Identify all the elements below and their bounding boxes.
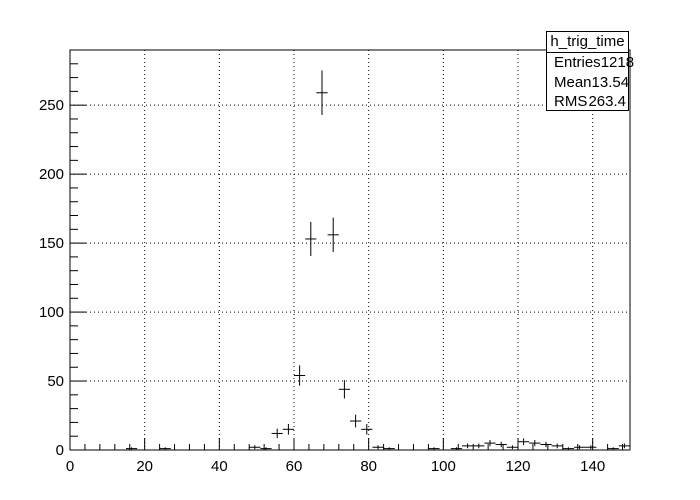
histogram-bin: [518, 438, 530, 446]
grid-lines: [70, 50, 630, 450]
histogram-bin: [361, 423, 373, 435]
stats-row-rms: RMS 263.4: [547, 92, 628, 112]
x-tick-label: 20: [136, 458, 153, 475]
histogram-bin: [574, 445, 586, 450]
histogram-bin: [271, 428, 283, 439]
stats-row-entries: Entries 1218: [547, 53, 634, 73]
x-tick-label: 0: [66, 458, 74, 475]
histogram-bin: [450, 447, 462, 450]
axis-tick-labels: 0 20 40 60 80 100 120 140 0 50 100 150 200 250: [39, 97, 605, 475]
y-tick-label: 200: [39, 166, 64, 183]
histogram-bin: [126, 447, 138, 450]
y-tick-label: 250: [39, 97, 64, 114]
histogram-bin: [316, 70, 328, 115]
x-tick-label: 120: [505, 458, 530, 475]
stats-value: 1218: [600, 54, 635, 71]
histogram-bin: [282, 423, 294, 435]
y-tick-label: 150: [39, 235, 64, 252]
histogram-bin: [350, 414, 362, 428]
histogram-bins: [70, 70, 630, 451]
histogram-bin: [294, 365, 306, 386]
stats-title: h_trig_time: [547, 32, 628, 53]
histogram-bin: [383, 447, 395, 450]
x-tick-label: 80: [360, 458, 377, 475]
stats-row-mean: Mean 13.54: [547, 73, 630, 93]
histogram-bin: [260, 447, 272, 450]
stats-label: Mean: [554, 73, 592, 91]
stats-box: h_trig_time Entries 1218 Mean 13.54 RMS …: [546, 31, 634, 112]
histogram-bin: [159, 447, 171, 450]
stats-label: Entries: [554, 54, 601, 71]
stats-label: RMS: [554, 93, 588, 110]
histogram-bin: [495, 441, 507, 448]
axis-ticks: [69, 63, 624, 451]
plot-frame: [69, 49, 631, 451]
y-tick-label: 100: [39, 304, 64, 321]
histogram-bin: [506, 445, 518, 450]
histogram-bin: [462, 443, 474, 449]
histogram-bin: [473, 443, 485, 449]
y-tick-label: 50: [47, 373, 64, 390]
histogram-bin: [529, 440, 541, 447]
y-tick-label: 0: [56, 442, 64, 459]
x-tick-label: 100: [431, 458, 456, 475]
x-tick-label: 60: [286, 458, 303, 475]
histogram-bin: [249, 445, 261, 450]
histogram-bin: [618, 443, 630, 449]
stats-value: 13.54: [591, 73, 630, 91]
x-tick-label: 40: [211, 458, 228, 475]
histogram-bin: [551, 443, 563, 449]
histogram-bin: [428, 447, 440, 450]
histogram-bin: [607, 447, 619, 450]
stats-value: 263.4: [588, 93, 626, 110]
histogram-bin: [484, 440, 496, 447]
histogram-bin: [305, 221, 317, 257]
histogram-bin: [562, 447, 574, 450]
histogram-bin: [585, 445, 597, 450]
histogram-bin: [327, 217, 339, 253]
x-tick-label: 140: [580, 458, 605, 475]
histogram-bin: [372, 445, 384, 450]
histogram-bin: [338, 380, 350, 399]
histogram-bin: [540, 441, 552, 448]
